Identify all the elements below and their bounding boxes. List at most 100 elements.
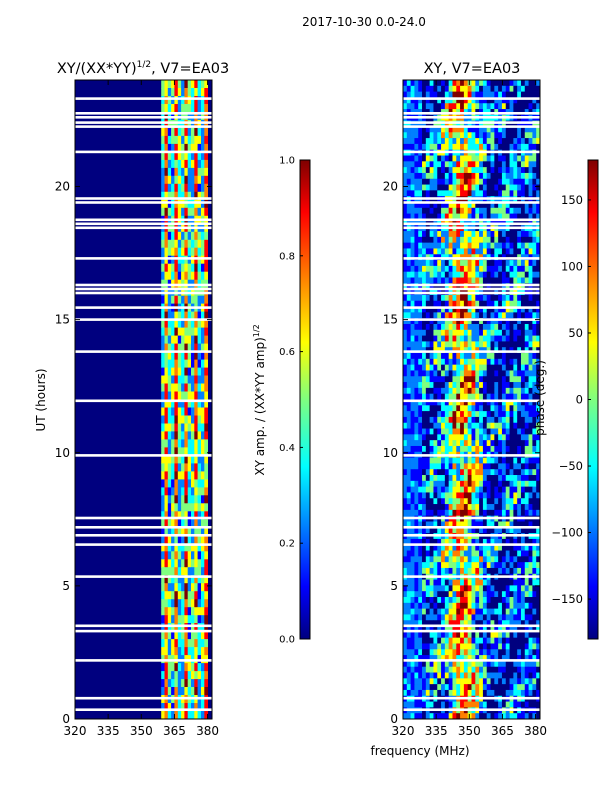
phase-cell <box>490 684 495 691</box>
phase-cell <box>433 138 438 145</box>
phase-cell <box>532 620 537 627</box>
amplitude-cell <box>167 711 172 719</box>
phase-cell <box>448 631 453 638</box>
phase-cell <box>501 190 507 197</box>
phase-cell <box>509 416 514 424</box>
phase-cell <box>536 498 540 505</box>
phase-cell <box>448 236 453 243</box>
phase-cell <box>460 231 465 238</box>
amplitude-cell <box>181 231 185 241</box>
phase-cell <box>520 126 526 133</box>
phase-cell <box>463 556 468 563</box>
phase-cell <box>410 178 415 185</box>
phase-cell <box>448 411 453 418</box>
phase-cell <box>410 556 415 563</box>
amplitude-cell <box>197 199 202 209</box>
phase-cell <box>513 660 518 668</box>
amplitude-cell <box>194 151 198 161</box>
amplitude-cell <box>167 591 172 600</box>
phase-cell <box>452 207 457 214</box>
phase-cell <box>410 97 415 104</box>
phase-cell <box>513 411 518 418</box>
phase-cell <box>501 614 507 621</box>
phase-cell <box>414 678 419 685</box>
amplitude-cell <box>197 479 202 488</box>
phase-cell <box>422 387 427 394</box>
phase-cell <box>448 626 453 633</box>
amplitude-cell <box>177 431 182 440</box>
phase-cell <box>403 178 408 185</box>
phase-cell <box>452 103 457 110</box>
phase-cell <box>414 416 419 424</box>
phase-cell <box>524 626 529 633</box>
phase-cell <box>403 103 408 110</box>
phase-cell <box>444 585 449 592</box>
phase-cell <box>467 393 472 400</box>
phase-cell <box>505 469 510 476</box>
phase-cell <box>520 167 526 174</box>
amplitude-cell <box>187 415 192 424</box>
phase-cell <box>410 85 415 92</box>
amplitude-cell <box>197 247 202 257</box>
phase-cell <box>501 591 507 598</box>
phase-cell <box>448 178 453 185</box>
phase-cell <box>498 376 503 383</box>
amplitude-cell <box>164 647 169 656</box>
phase-cell <box>479 504 484 511</box>
phase-cell <box>490 637 495 644</box>
amplitude-cell <box>187 559 192 568</box>
phase-cell <box>403 312 408 319</box>
phase-cell <box>498 626 503 633</box>
phase-cell <box>448 649 453 656</box>
phase-cell <box>448 219 453 226</box>
phase-cell <box>475 265 480 272</box>
phase-cell <box>505 143 510 151</box>
phase-cell <box>441 538 446 546</box>
phase-cell <box>444 509 449 516</box>
phase-cell <box>460 80 465 87</box>
amplitude-flag-row <box>75 696 212 700</box>
amplitude-cell <box>181 687 185 696</box>
phase-cell <box>433 312 438 319</box>
phase-cell <box>460 335 465 342</box>
amplitude-cell <box>177 80 182 89</box>
phase-cell <box>528 242 533 249</box>
phase-cell <box>414 312 419 319</box>
phase-cell <box>475 434 480 441</box>
phase-cell <box>490 347 495 354</box>
phase-cell <box>505 283 510 290</box>
amplitude-cell <box>204 191 208 201</box>
phase-cell <box>494 655 499 662</box>
phase-cell <box>475 260 480 267</box>
phase-cell <box>479 445 484 453</box>
phase-cell <box>467 504 472 511</box>
amplitude-cell <box>171 391 175 400</box>
phase-cell <box>463 155 468 162</box>
phase-cell <box>433 562 438 569</box>
amplitude-cell <box>181 183 185 193</box>
amplitude-cell <box>161 471 165 480</box>
phase-cell <box>425 347 430 354</box>
phase-cell <box>494 91 499 98</box>
phase-cell <box>456 248 461 255</box>
phase-cell <box>482 167 488 174</box>
phase-cell <box>418 556 423 563</box>
amplitude-cell <box>204 96 208 105</box>
phase-cell <box>490 370 495 377</box>
phase-cell <box>536 567 540 575</box>
phase-cell <box>422 538 427 546</box>
phase-cell <box>494 335 499 342</box>
amplitude-cell <box>164 239 169 249</box>
amplitude-cell <box>164 327 169 336</box>
amplitude-cell <box>184 367 189 376</box>
amplitude-cell <box>191 207 195 217</box>
phase-cell <box>448 312 453 319</box>
phase-cell <box>460 393 465 400</box>
phase-cell <box>528 498 533 505</box>
amplitude-cell <box>204 104 208 113</box>
amplitude-cell <box>181 551 185 560</box>
phase-cell <box>433 376 438 383</box>
phase-cell <box>471 132 476 139</box>
phase-cell <box>429 248 434 255</box>
amplitude-cell <box>167 191 172 201</box>
